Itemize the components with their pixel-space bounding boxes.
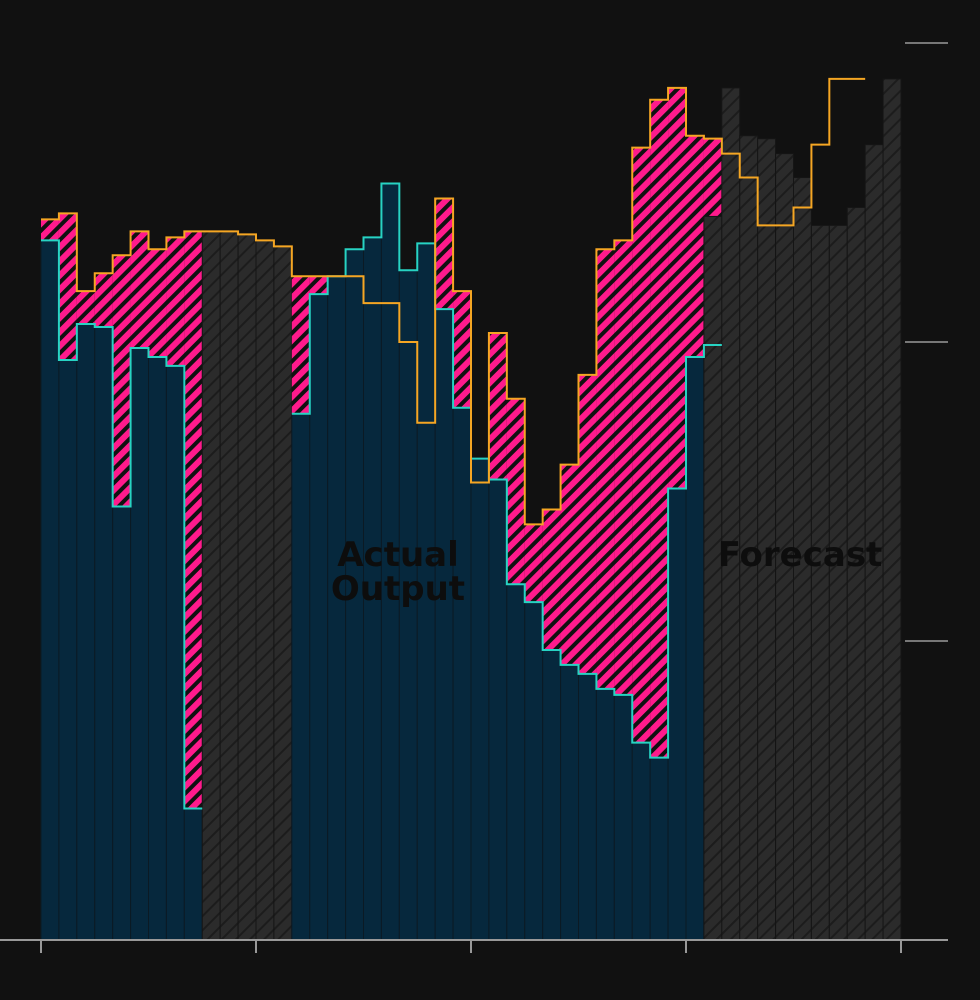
output-gap-bar	[596, 249, 615, 689]
actual-bar	[94, 326, 114, 941]
actual-bar	[40, 239, 60, 941]
annotation-output: Output	[331, 569, 465, 609]
output-gap-bar	[488, 333, 507, 480]
actual-bar	[76, 323, 96, 941]
forecast-bar	[201, 230, 221, 941]
actual-bar	[649, 757, 669, 941]
plot-area	[40, 77, 902, 941]
actual-bar	[578, 673, 597, 941]
output-gap-bar	[506, 398, 525, 585]
annotations: Actual Output Forecast	[331, 535, 882, 609]
actual-bar	[58, 359, 78, 941]
output-gap-bar	[614, 240, 633, 695]
actual-bar	[434, 308, 454, 941]
output-gap-bar	[524, 524, 543, 603]
output-gap-bar	[148, 249, 167, 357]
annotation-forecast: Forecast	[718, 535, 883, 575]
axes	[0, 42, 948, 953]
output-gap-bar	[686, 135, 704, 357]
output-gap-bar	[309, 276, 328, 295]
actual-bar	[667, 488, 687, 941]
forecast-bar	[810, 224, 830, 941]
potential-line	[41, 77, 866, 526]
actual-bar	[112, 505, 132, 941]
actual-bar	[148, 356, 167, 941]
actual-bar	[291, 413, 311, 941]
output-gap-bar	[76, 291, 95, 325]
output-gap-bar	[112, 255, 131, 507]
actual-bar	[560, 664, 579, 941]
output-gap-bar	[184, 231, 203, 809]
output-gap-bar	[166, 237, 185, 366]
output-gap-bar	[632, 147, 651, 743]
output-gap-bar	[41, 219, 59, 241]
actual-bar	[165, 365, 185, 941]
output-gap-bar	[130, 231, 149, 348]
forecast-bar	[882, 78, 902, 941]
actual-bar	[542, 649, 562, 941]
actual-line	[41, 239, 203, 810]
output-gap-bar	[542, 509, 561, 650]
output-gap-bar	[578, 374, 597, 674]
actual-bar	[452, 407, 472, 941]
forecast-bar	[255, 239, 275, 941]
annotation-actual: Actual	[337, 535, 459, 575]
forecast-bar	[828, 224, 848, 941]
forecast-bar	[703, 215, 723, 941]
output-gap-bar	[58, 213, 77, 360]
forecast-bar	[237, 233, 257, 941]
actual-bar	[470, 458, 490, 941]
forecast-bar	[219, 230, 239, 941]
output-gap-bar	[291, 276, 310, 414]
actual-bar	[685, 356, 705, 941]
actual-bar	[183, 807, 203, 941]
forecast-bar	[721, 87, 741, 941]
actual-line	[291, 182, 722, 759]
forecast-bar	[273, 245, 293, 941]
output-gap-bar	[94, 273, 113, 328]
actual-bar	[309, 293, 329, 941]
actual-bar	[506, 583, 526, 941]
actual-bar	[130, 347, 149, 941]
actual-bar	[595, 688, 615, 941]
actual-bar	[524, 601, 544, 941]
actual-bar	[613, 694, 633, 941]
actual-bar	[488, 479, 508, 941]
output-gap-bar	[453, 291, 471, 408]
output-gap-bar	[435, 198, 454, 310]
actual-bar	[631, 742, 651, 941]
output-gap-bar	[668, 87, 686, 489]
output-gap-bar	[560, 464, 579, 665]
output-gap-bar	[650, 99, 669, 758]
